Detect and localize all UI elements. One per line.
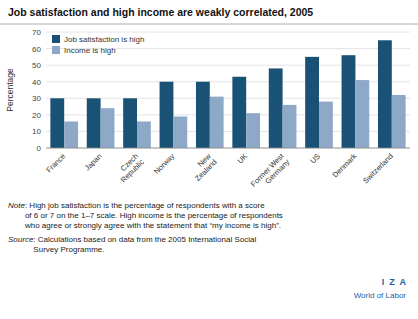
bar (246, 113, 260, 148)
x-tick-label-line: Republic (119, 157, 146, 184)
legend-swatch (52, 46, 60, 54)
bar (319, 102, 333, 148)
annotation-line: : High job satisfaction is the percentag… (25, 201, 265, 210)
y-tick-label: 0 (37, 144, 42, 153)
x-tick-label: Denmark (331, 151, 359, 179)
y-tick-label: 50 (32, 61, 41, 70)
x-tick-label-line: Denmark (331, 151, 359, 179)
x-tick-label: Norway (152, 151, 177, 176)
chart-root: Job satisfaction and high income are wea… (0, 0, 418, 319)
bar (64, 121, 78, 148)
y-tick-label: 20 (32, 111, 41, 120)
annotation-line: : Calculations based on data from the 20… (33, 235, 256, 244)
bar (50, 98, 64, 148)
bar (342, 55, 356, 148)
bar (210, 97, 224, 148)
bars (50, 40, 405, 148)
bar (137, 121, 151, 148)
bar (87, 98, 101, 148)
bar (101, 108, 115, 148)
x-tick-label-line: UK (235, 152, 249, 166)
y-axis-label: Percentage (5, 68, 15, 112)
brand-line: World of Labor (354, 291, 407, 300)
grid-line (46, 32, 410, 33)
legend-label: Income is high (64, 46, 116, 55)
y-tick-label: 30 (32, 94, 41, 103)
annotation-text: : Calculations based on data from the 20… (33, 235, 256, 254)
bar (355, 80, 369, 148)
x-tick-label-line: Norway (152, 151, 177, 176)
bar (392, 95, 406, 148)
x-tick-label-line: Japan (83, 152, 104, 173)
title: Job satisfaction and high income are wea… (8, 6, 313, 18)
x-tick-label: France (44, 152, 67, 175)
bar (305, 57, 319, 148)
y-tick-label: 40 (32, 78, 41, 87)
legend: Job satisfaction is high Income is high (52, 35, 145, 55)
x-tick-label-line: Switzerland (361, 152, 395, 186)
annotation-text: : High job satisfaction is the percentag… (24, 201, 283, 230)
bar (173, 117, 187, 148)
bar (160, 82, 174, 148)
x-axis-line (46, 148, 410, 149)
bar (232, 77, 246, 148)
x-tick-label: CzechRepublic (113, 151, 146, 184)
bar (378, 40, 392, 148)
x-tick-label-line: France (44, 152, 67, 175)
bar (283, 105, 297, 148)
y-tick-label: 10 (32, 127, 41, 136)
x-tick-label-line: Germany (263, 157, 291, 185)
x-tick-label: Switzerland (361, 152, 395, 186)
bar (196, 82, 210, 148)
x-tick-label: UK (235, 152, 249, 166)
legend-label: Job satisfaction is high (64, 35, 145, 44)
x-tick-label: NewZealand (187, 151, 219, 183)
legend-swatch (52, 35, 60, 43)
grid-line (46, 148, 410, 149)
annotation-line: Survey Programme. (33, 245, 104, 254)
y-tick-label: 60 (32, 45, 41, 54)
bar (123, 98, 137, 148)
annotation-line: who agree or strongly agree with the sta… (24, 221, 281, 230)
title-separator (0, 24, 418, 25)
bar (269, 68, 283, 148)
x-tick-label-line: Zealand (193, 157, 219, 183)
x-tick-label: Former WestGermany (249, 151, 292, 194)
y-tick-label: 70 (32, 28, 41, 37)
annotation-label: Note (8, 201, 25, 210)
brand-line: I Z A (382, 277, 407, 287)
x-tick-label-line: US (308, 152, 322, 166)
annotation-line: of 6 or 7 on the 1–7 scale. High income … (25, 211, 283, 220)
x-tick-label: US (308, 152, 322, 166)
x-tick-label: Japan (83, 152, 104, 173)
annotation-label: Source (8, 235, 34, 244)
